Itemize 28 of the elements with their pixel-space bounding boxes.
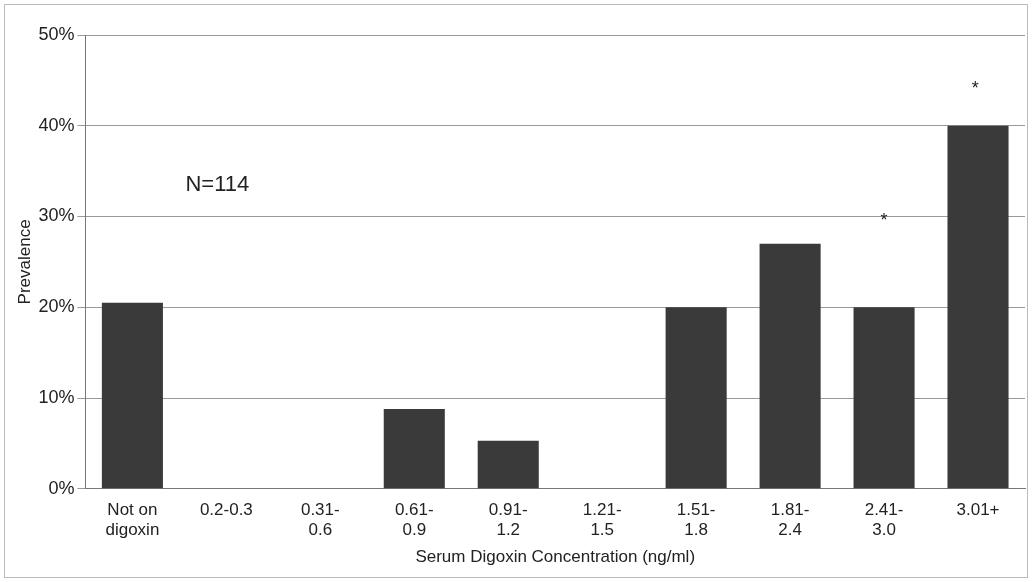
x-axis-title: Serum Digoxin Concentration (ng/ml) [415,547,696,567]
y-tick-label: 50% [38,23,75,44]
bar [383,408,445,489]
annotation: * [880,210,888,231]
x-tick-label: 2.41-3.0 [864,499,904,540]
bar [665,307,727,489]
annotation: * [971,78,979,99]
bar [947,125,1009,489]
x-tick-label: 1.81-2.4 [770,499,810,540]
x-tick-label: 1.51-1.8 [676,499,716,540]
y-tick-label: 0% [48,477,75,498]
y-axis-title: Prevalence [14,219,34,305]
x-tick-label: 0.61-0.9 [394,499,434,540]
y-tick-label: 10% [38,387,75,408]
y-tick-label: 30% [38,205,75,226]
bar [759,243,821,489]
x-tick-label: 3.01+ [956,499,1000,519]
y-tick-label: 40% [38,114,75,135]
x-tick-label: Not on digoxin [105,499,160,540]
x-tick-label: 1.21-1.5 [582,499,622,540]
bar [101,302,163,489]
bar [477,440,539,489]
y-tick-label: 20% [38,296,75,317]
x-tick-label: 0.91-1.2 [488,499,528,540]
x-tick-label: 0.2-0.3 [199,499,253,519]
annotation: N=114 [185,170,250,196]
bar [853,307,915,489]
x-tick-label: 0.31-0.6 [300,499,340,540]
